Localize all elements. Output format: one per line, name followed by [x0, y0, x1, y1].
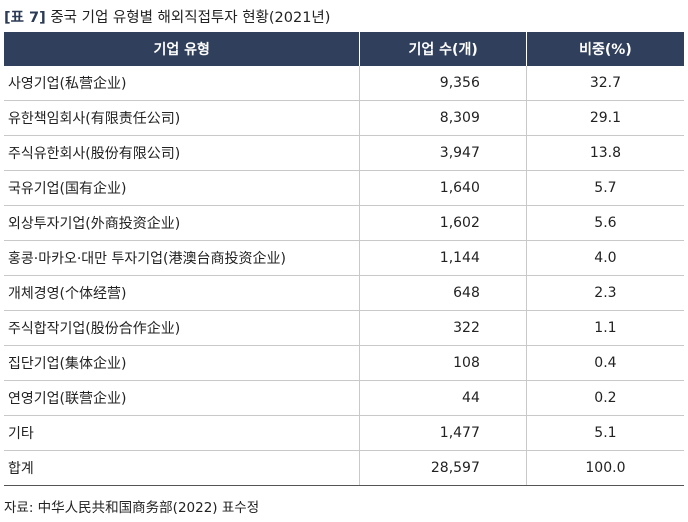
count-cell: 3,947 [359, 135, 527, 171]
table-row: 홍콩·마카오·대만 투자기업(港澳台商投资企业) 1,144 4.0 [4, 240, 684, 276]
table-row: 국유기업(国有企业) 1,640 5.7 [4, 170, 684, 206]
count-cell: 648 [359, 275, 527, 311]
count-cell: 8,309 [359, 100, 527, 136]
enterprise-type-cell: 연영기업(联营企业) [4, 380, 360, 416]
share-cell: 32.7 [525, 66, 684, 101]
table-row: 사영기업(私营企业) 9,356 32.7 [4, 66, 684, 101]
enterprise-type-cell: 주식합작기업(股份合作企业) [4, 310, 360, 346]
share-cell: 29.1 [525, 100, 684, 136]
share-cell: 13.8 [525, 135, 684, 171]
total-count-cell: 28,597 [359, 450, 527, 486]
enterprise-type-cell: 국유기업(国有企业) [4, 170, 360, 206]
count-cell: 1,602 [359, 205, 527, 241]
count-cell: 1,640 [359, 170, 527, 206]
count-cell: 9,356 [359, 66, 527, 101]
count-cell: 1,477 [359, 415, 527, 451]
table-row: 외상투자기업(外商投资企业) 1,602 5.6 [4, 205, 684, 241]
data-table: 기업 유형 기업 수(개) 비중(%) 사영기업(私营企业) 9,356 32.… [4, 32, 684, 486]
table-header-row: 기업 유형 기업 수(개) 비중(%) [4, 32, 684, 66]
table-row: 유한책임회사(有限责任公司) 8,309 29.1 [4, 100, 684, 136]
share-cell: 5.6 [525, 205, 684, 241]
enterprise-type-cell: 사영기업(私营企业) [4, 66, 360, 101]
total-label-cell: 합계 [4, 450, 360, 486]
share-cell: 4.0 [525, 240, 684, 276]
count-cell: 1,144 [359, 240, 527, 276]
table-total-row: 합계 28,597 100.0 [4, 450, 684, 486]
table-number: [표 7] [4, 10, 46, 26]
table-row: 연영기업(联营企业) 44 0.2 [4, 380, 684, 416]
share-cell: 0.4 [525, 345, 684, 381]
total-share-cell: 100.0 [525, 450, 684, 486]
enterprise-type-cell: 개체경영(个体经营) [4, 275, 360, 311]
table-row: 주식유한회사(股份有限公司) 3,947 13.8 [4, 135, 684, 171]
header-share: 비중(%) [525, 32, 684, 66]
enterprise-type-cell: 주식유한회사(股份有限公司) [4, 135, 360, 171]
share-cell: 0.2 [525, 380, 684, 416]
table-row: 주식합작기업(股份合作企业) 322 1.1 [4, 310, 684, 346]
enterprise-type-cell: 집단기업(集体企业) [4, 345, 360, 381]
header-enterprise-type: 기업 유형 [4, 32, 360, 66]
table-row: 개체경영(个体经营) 648 2.3 [4, 275, 684, 311]
share-cell: 5.1 [525, 415, 684, 451]
share-cell: 5.7 [525, 170, 684, 206]
count-cell: 322 [359, 310, 527, 346]
enterprise-type-cell: 외상투자기업(外商投资企业) [4, 205, 360, 241]
share-cell: 1.1 [525, 310, 684, 346]
enterprise-type-cell: 기타 [4, 415, 360, 451]
count-cell: 108 [359, 345, 527, 381]
enterprise-type-cell: 홍콩·마카오·대만 투자기업(港澳台商投资企业) [4, 240, 360, 276]
share-cell: 2.3 [525, 275, 684, 311]
table-title: [표 7] 중국 기업 유형별 해외직접투자 현황(2021년) [4, 6, 330, 27]
table-title-text: 중국 기업 유형별 해외직접투자 현황(2021년) [50, 10, 331, 26]
count-cell: 44 [359, 380, 527, 416]
source-note: 자료: 中华人民共和国商务部(2022) 표수정 [4, 500, 260, 516]
enterprise-type-cell: 유한책임회사(有限责任公司) [4, 100, 360, 136]
table-row: 기타 1,477 5.1 [4, 415, 684, 451]
header-enterprise-count: 기업 수(개) [359, 32, 527, 66]
table-row: 집단기업(集体企业) 108 0.4 [4, 345, 684, 381]
